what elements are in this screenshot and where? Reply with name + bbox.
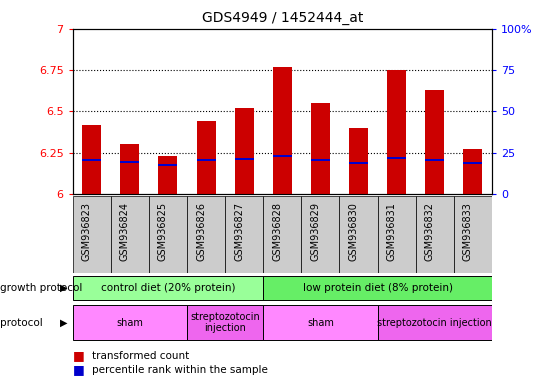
Text: control diet (20% protein): control diet (20% protein): [101, 283, 235, 293]
Text: GSM936831: GSM936831: [387, 202, 397, 261]
Text: ▶: ▶: [60, 283, 67, 293]
Text: GSM936832: GSM936832: [425, 202, 435, 261]
Text: transformed count: transformed count: [92, 351, 190, 361]
Bar: [197, 159, 216, 161]
Bar: [187, 305, 263, 340]
Text: growth protocol: growth protocol: [0, 283, 82, 293]
Bar: [197, 121, 216, 194]
Bar: [273, 67, 292, 194]
Text: GSM936824: GSM936824: [120, 202, 130, 261]
Bar: [463, 162, 482, 164]
Bar: [349, 128, 368, 194]
Text: GSM936826: GSM936826: [196, 202, 206, 261]
Bar: [301, 196, 339, 273]
Bar: [187, 196, 225, 273]
Bar: [73, 196, 111, 273]
Bar: [225, 196, 263, 273]
Bar: [387, 157, 406, 159]
Text: GSM936833: GSM936833: [463, 202, 473, 261]
Text: ▶: ▶: [60, 318, 67, 328]
Bar: [120, 144, 139, 194]
Text: GSM936825: GSM936825: [158, 202, 168, 261]
Bar: [425, 90, 444, 194]
Bar: [311, 159, 330, 161]
Title: GDS4949 / 1452444_at: GDS4949 / 1452444_at: [202, 11, 363, 25]
Text: sham: sham: [116, 318, 143, 328]
Bar: [158, 164, 178, 166]
Text: sham: sham: [307, 318, 334, 328]
Bar: [73, 305, 187, 340]
Bar: [273, 155, 292, 157]
Text: percentile rank within the sample: percentile rank within the sample: [92, 365, 268, 375]
Bar: [377, 305, 492, 340]
Bar: [387, 70, 406, 194]
Bar: [158, 156, 178, 194]
Bar: [339, 196, 377, 273]
Bar: [311, 103, 330, 194]
Text: GSM936830: GSM936830: [348, 202, 358, 261]
Bar: [377, 196, 416, 273]
Text: ■: ■: [73, 349, 84, 362]
Bar: [111, 196, 149, 273]
Text: GSM936828: GSM936828: [272, 202, 282, 261]
Bar: [349, 162, 368, 164]
Bar: [149, 196, 187, 273]
Bar: [235, 158, 254, 160]
Bar: [73, 276, 263, 300]
Text: GSM936829: GSM936829: [310, 202, 320, 261]
Bar: [454, 196, 492, 273]
Text: streptozotocin injection: streptozotocin injection: [377, 318, 492, 328]
Text: ■: ■: [73, 363, 84, 376]
Text: protocol: protocol: [0, 318, 42, 328]
Bar: [82, 159, 101, 161]
Bar: [120, 161, 139, 163]
Bar: [263, 305, 377, 340]
Bar: [463, 149, 482, 194]
Bar: [235, 108, 254, 194]
Text: low protein diet (8% protein): low protein diet (8% protein): [302, 283, 453, 293]
Text: GSM936823: GSM936823: [82, 202, 92, 261]
Bar: [416, 196, 454, 273]
Bar: [263, 276, 492, 300]
Bar: [82, 124, 101, 194]
Text: GSM936827: GSM936827: [234, 202, 244, 261]
Bar: [425, 159, 444, 161]
Text: streptozotocin
injection: streptozotocin injection: [190, 312, 260, 333]
Bar: [263, 196, 301, 273]
